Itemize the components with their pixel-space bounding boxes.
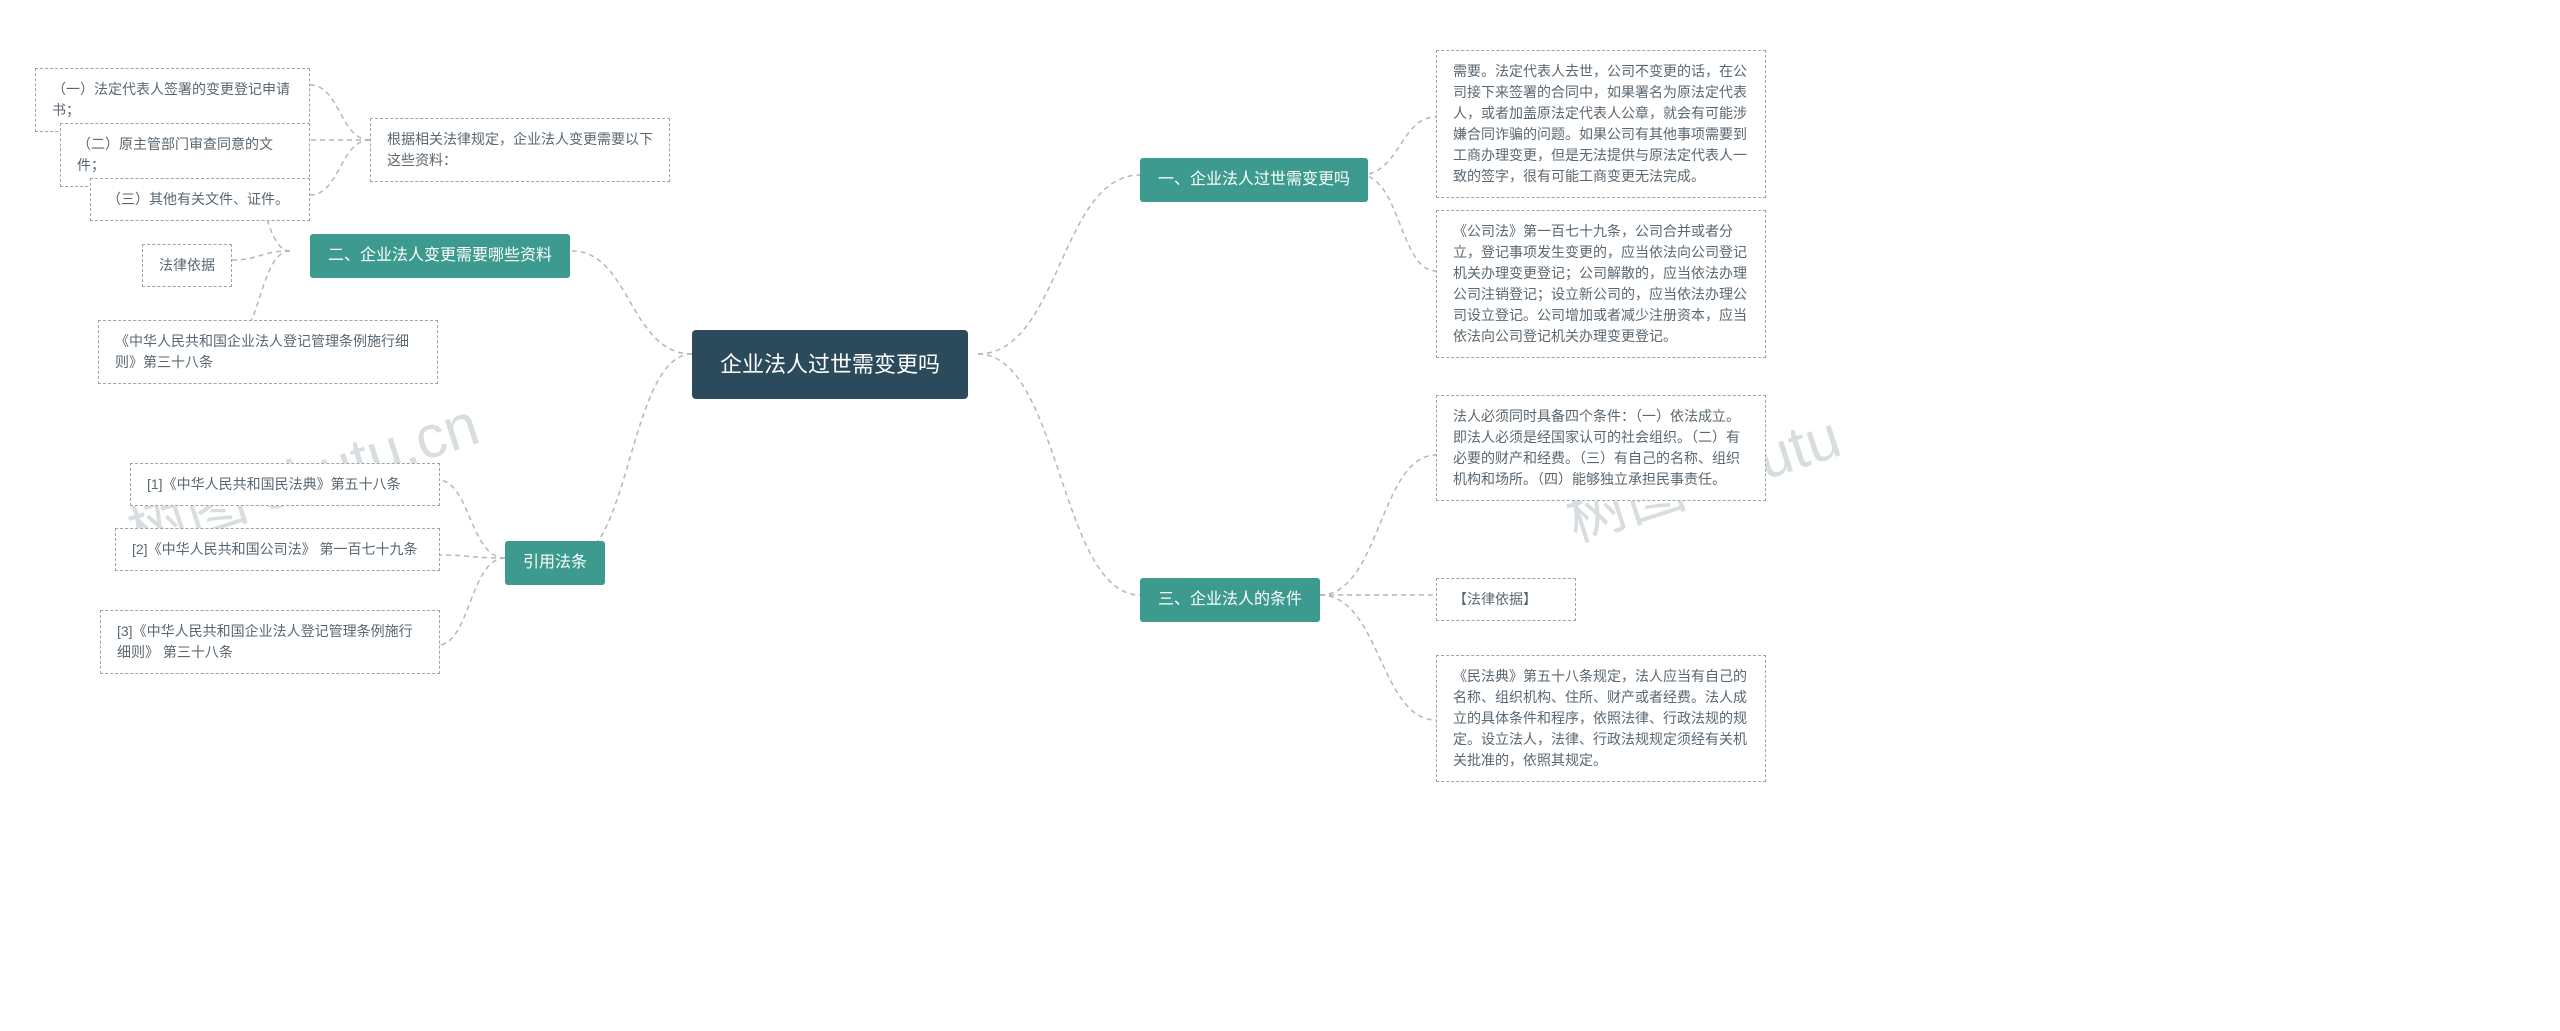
branch-1: 一、企业法人过世需变更吗	[1140, 158, 1368, 202]
leaf-2a: 根据相关法律规定，企业法人变更需要以下这些资料：	[370, 118, 670, 182]
leaf-3b: 【法律依据】	[1436, 578, 1576, 621]
leaf-2c: 《中华人民共和国企业法人登记管理条例施行细则》第三十八条	[98, 320, 438, 384]
leaf-4b: [2]《中华人民共和国公司法》 第一百七十九条	[115, 528, 440, 571]
leaf-3a: 法人必须同时具备四个条件：（一）依法成立。即法人必须是经国家认可的社会组织。（二…	[1436, 395, 1766, 501]
leaf-4c: [3]《中华人民共和国企业法人登记管理条例施行细则》 第三十八条	[100, 610, 440, 674]
branch-4: 引用法条	[505, 541, 605, 585]
leaf-4a: [1]《中华人民共和国民法典》第五十八条	[130, 463, 440, 506]
leaf-3c: 《民法典》第五十八条规定，法人应当有自己的名称、组织机构、住所、财产或者经费。法…	[1436, 655, 1766, 782]
branch-3: 三、企业法人的条件	[1140, 578, 1320, 622]
branch-2: 二、企业法人变更需要哪些资料	[310, 234, 570, 278]
leaf-1a: 需要。法定代表人去世，公司不变更的话，在公司接下来签署的合同中，如果署名为原法定…	[1436, 50, 1766, 198]
root-node: 企业法人过世需变更吗	[692, 330, 968, 399]
leaf-1b: 《公司法》第一百七十九条，公司合并或者分立，登记事项发生变更的，应当依法向公司登…	[1436, 210, 1766, 358]
leaf-2b: 法律依据	[142, 244, 232, 287]
leaf-2a3: （三）其他有关文件、证件。	[90, 178, 310, 221]
